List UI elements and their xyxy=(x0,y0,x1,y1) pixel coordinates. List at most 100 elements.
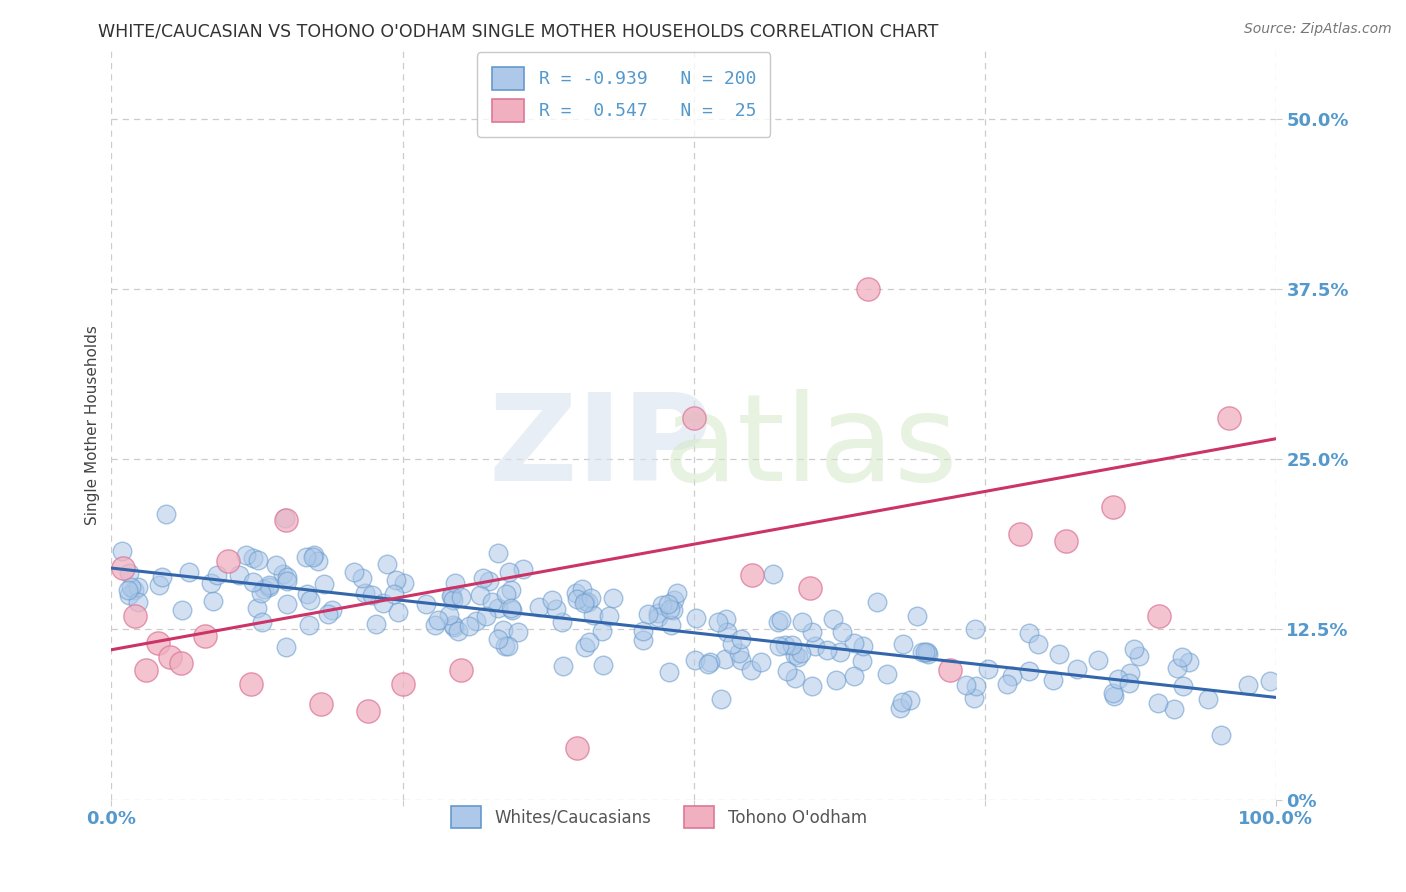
Point xyxy=(371,595,394,609)
Point xyxy=(392,576,415,591)
Point xyxy=(714,651,737,665)
Point xyxy=(792,615,814,629)
Point xyxy=(250,615,273,630)
Point xyxy=(1087,653,1109,667)
Point xyxy=(276,597,298,611)
Point xyxy=(415,597,437,611)
Point xyxy=(582,608,605,623)
Point xyxy=(350,571,373,585)
Text: WHITE/CAUCASIAN VS TOHONO O'ODHAM SINGLE MOTHER HOUSEHOLDS CORRELATION CHART: WHITE/CAUCASIAN VS TOHONO O'ODHAM SINGLE… xyxy=(98,22,939,40)
Point xyxy=(228,567,250,582)
Point xyxy=(486,545,509,559)
Point xyxy=(257,578,280,592)
Point xyxy=(730,653,752,667)
Point xyxy=(740,663,762,677)
Point xyxy=(842,669,865,683)
Point xyxy=(276,569,298,583)
Point xyxy=(423,618,446,632)
Point xyxy=(246,600,269,615)
Point xyxy=(301,550,323,565)
Point xyxy=(876,666,898,681)
Point xyxy=(749,656,772,670)
Point xyxy=(465,614,488,628)
Point xyxy=(343,565,366,579)
Point xyxy=(852,639,875,653)
Point xyxy=(1149,608,1171,623)
Point xyxy=(274,510,297,524)
Point xyxy=(117,587,139,601)
Point xyxy=(683,653,706,667)
Point xyxy=(716,625,738,640)
Point xyxy=(891,695,914,709)
Point xyxy=(662,592,685,607)
Point xyxy=(112,561,135,575)
Point xyxy=(963,690,986,705)
Point xyxy=(963,623,986,637)
Point xyxy=(699,656,721,670)
Point xyxy=(602,591,624,605)
Point xyxy=(475,609,498,624)
Point xyxy=(631,624,654,639)
Point xyxy=(544,601,567,615)
Point xyxy=(437,607,460,622)
Point xyxy=(682,411,704,425)
Point xyxy=(387,606,409,620)
Point xyxy=(1102,689,1125,703)
Point xyxy=(965,679,987,693)
Point xyxy=(276,574,298,589)
Point xyxy=(1123,642,1146,657)
Point xyxy=(790,646,813,660)
Point xyxy=(309,697,332,711)
Point xyxy=(111,544,134,558)
Point xyxy=(662,602,685,616)
Point xyxy=(512,562,534,576)
Point xyxy=(762,567,785,582)
Point xyxy=(501,603,523,617)
Point xyxy=(246,553,269,567)
Point xyxy=(249,586,271,600)
Text: ZIP: ZIP xyxy=(489,389,713,506)
Point xyxy=(685,611,707,625)
Point xyxy=(893,637,915,651)
Point xyxy=(720,637,742,651)
Point xyxy=(495,587,517,601)
Point xyxy=(127,580,149,594)
Point xyxy=(444,575,467,590)
Point xyxy=(506,624,529,639)
Point xyxy=(179,565,201,579)
Point xyxy=(658,665,681,680)
Point xyxy=(375,557,398,571)
Point xyxy=(364,617,387,632)
Point xyxy=(124,608,146,623)
Point xyxy=(574,593,596,607)
Point xyxy=(567,740,589,755)
Point xyxy=(578,635,600,649)
Point xyxy=(458,619,481,633)
Point xyxy=(1026,637,1049,651)
Point xyxy=(939,663,962,677)
Point xyxy=(496,639,519,653)
Point xyxy=(858,282,880,296)
Point xyxy=(647,610,669,624)
Point xyxy=(821,612,844,626)
Point xyxy=(716,612,738,626)
Point xyxy=(302,548,325,562)
Point xyxy=(828,645,851,659)
Point xyxy=(441,593,464,607)
Point xyxy=(486,601,509,615)
Point xyxy=(318,607,340,622)
Point xyxy=(1102,686,1125,700)
Point xyxy=(148,578,170,592)
Point xyxy=(659,617,682,632)
Point xyxy=(865,595,887,609)
Point xyxy=(1171,649,1194,664)
Point xyxy=(1128,648,1150,663)
Point xyxy=(574,640,596,654)
Point xyxy=(298,618,321,632)
Point xyxy=(801,625,824,640)
Point xyxy=(440,590,463,604)
Point xyxy=(1047,647,1070,661)
Point xyxy=(572,596,595,610)
Point xyxy=(598,608,620,623)
Point xyxy=(155,507,177,521)
